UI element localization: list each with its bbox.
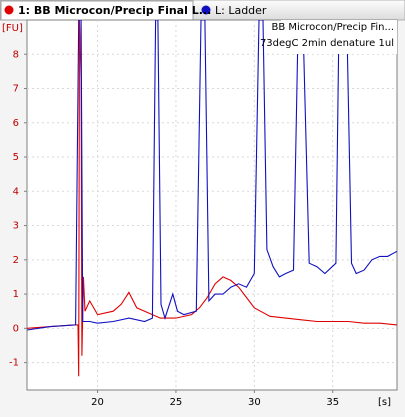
x-tick-label: 25 bbox=[170, 397, 183, 408]
annotation-box bbox=[281, 20, 397, 54]
x-tick-label: 20 bbox=[91, 397, 104, 408]
y-axis-label: [FU] bbox=[2, 23, 23, 34]
tab-icon bbox=[201, 5, 211, 15]
series-group bbox=[27, 20, 397, 377]
tab-label[interactable]: 1: BB Microcon/Precip Final L... bbox=[18, 4, 211, 17]
tab-icon bbox=[4, 5, 14, 15]
y-tick-label: 6 bbox=[13, 118, 19, 129]
x-axis-label: [s] bbox=[378, 397, 391, 408]
y-tick-label: 7 bbox=[13, 84, 19, 95]
y-tick-label: 2 bbox=[13, 255, 19, 266]
y-tick-label: 5 bbox=[13, 152, 19, 163]
y-tick-label: 8 bbox=[13, 49, 19, 60]
x-tick-label: 35 bbox=[326, 397, 339, 408]
y-tick-label: -1 bbox=[9, 358, 19, 369]
annotation: BB Microcon/Precip Fin... bbox=[271, 22, 394, 33]
series-line bbox=[27, 20, 397, 331]
tab-label[interactable]: L: Ladder bbox=[215, 4, 267, 17]
y-tick-label: 3 bbox=[13, 221, 19, 232]
annotation: 73degC 2min denature 1ul bbox=[260, 38, 394, 49]
y-tick-label: 4 bbox=[13, 186, 19, 197]
x-tick-label: 30 bbox=[248, 397, 261, 408]
y-tick-label: 1 bbox=[13, 289, 19, 300]
grid bbox=[27, 20, 397, 390]
y-tick-label: 0 bbox=[13, 323, 19, 334]
